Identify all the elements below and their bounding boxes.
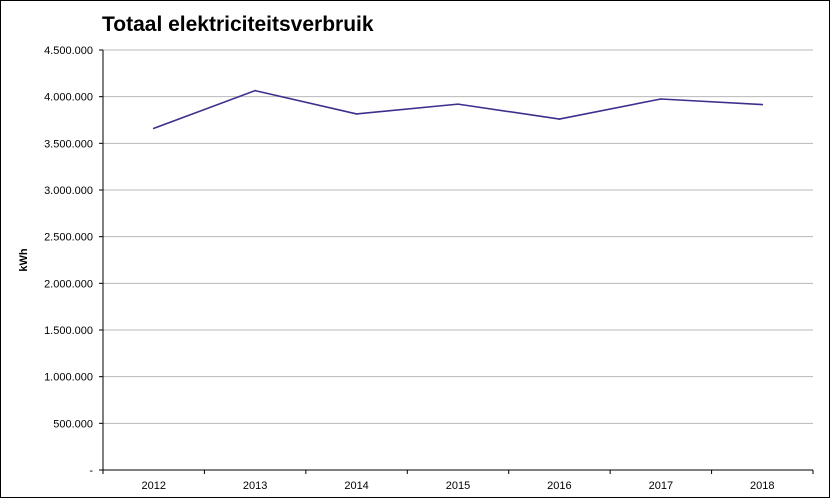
- x-tick-label: 2017: [649, 480, 673, 492]
- y-tick-label: 500.000: [53, 418, 93, 430]
- y-axis-label: kWh: [18, 248, 30, 272]
- data-point: [355, 113, 358, 115]
- chart-title: Totaal elektriciteitsverbruik: [102, 13, 374, 36]
- y-tick-label: 1.500.000: [44, 325, 93, 337]
- y-tick-label: 3.500.000: [44, 138, 93, 150]
- y-tick-label: 3.000.000: [44, 185, 93, 197]
- y-tick-label: 1.000.000: [44, 372, 93, 384]
- x-tick-label: 2012: [141, 480, 165, 492]
- data-point: [254, 89, 256, 92]
- x-tick-label: 2014: [344, 480, 368, 492]
- y-tick-label: 4.000.000: [44, 92, 93, 104]
- data-point: [152, 127, 155, 130]
- data-point: [660, 98, 662, 100]
- y-tick-label: 2.000.000: [44, 278, 93, 290]
- data-point: [761, 103, 764, 106]
- x-tick-label: 2016: [547, 480, 571, 492]
- x-tick-label: 2018: [750, 480, 774, 492]
- x-tick-label: 2015: [446, 480, 470, 492]
- x-tick-label: 2013: [243, 480, 267, 492]
- y-tick-label: 4.500.000: [44, 45, 93, 57]
- data-point: [457, 103, 459, 105]
- y-tick-label: -: [89, 465, 93, 477]
- y-tick-label: 2.500.000: [44, 232, 93, 244]
- data-point: [558, 118, 561, 120]
